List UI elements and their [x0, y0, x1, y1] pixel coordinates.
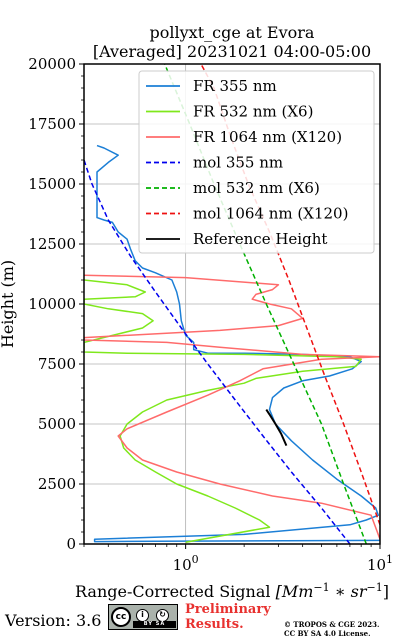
x-axis-label-suffix: ]: [383, 582, 389, 601]
legend-label: Reference Height: [193, 230, 327, 248]
series-line-fr-532-nm-x6: [84, 279, 362, 544]
legend-label: mol 1064 nm (X120): [193, 205, 348, 223]
series-line-mol-355-nm: [84, 159, 351, 544]
preliminary-line-2: Results.: [185, 617, 244, 632]
y-tick-label: 0: [66, 535, 76, 553]
x-axis-label-mid: ∗ sr: [330, 582, 368, 601]
y-tick-label: 20000: [28, 55, 76, 73]
copyright-line-2: CC BY SA 4.0 License.: [284, 629, 371, 638]
series-line-reference-height: [265, 409, 288, 447]
y-tick-label: 15000: [28, 175, 76, 193]
chart-subtitle: [Averaged] 20231021 04:00-05:00: [93, 42, 371, 61]
y-tick-label: 2500: [38, 475, 76, 493]
y-tick-label: 10000: [28, 295, 76, 313]
legend: FR 355 nm FR 532 nm (X6) FR 1064 nm (X120)…: [138, 70, 375, 254]
x-axis-label-exp1: −1: [313, 581, 329, 594]
series-line-fr-1064-nm-x120: [84, 274, 380, 540]
y-tick-label: 7500: [38, 355, 76, 373]
version-label: Version: 3.6: [5, 611, 102, 630]
axis-ticks: 0 2500 5000 7500 10000 12500 15000 17500 20000 10…: [28, 55, 393, 574]
x-tick-label: 101: [367, 553, 393, 574]
y-tick-label: 12500: [28, 235, 76, 253]
y-tick-label: 17500: [28, 115, 76, 133]
chart-title: pollyxt_cge at Evora: [150, 23, 315, 42]
copyright-line-1: © TROPOS & CGE 2023.: [284, 620, 380, 629]
legend-label: mol 355 nm: [193, 154, 283, 172]
preliminary-line-1: Preliminary: [185, 602, 271, 617]
x-axis-label-exp2: −1: [367, 581, 383, 594]
y-tick-label: 5000: [38, 415, 76, 433]
x-tick-label: 100: [173, 553, 199, 574]
x-axis-label-prefix: Range-Corrected Signal: [75, 582, 276, 601]
x-axis-label: Range-Corrected Signal [Mm−1 ∗ sr−1]: [75, 581, 389, 601]
cc-icon: cc: [111, 607, 131, 627]
license-strip: BY SA: [133, 621, 176, 628]
legend-box: [138, 70, 375, 254]
cc-license-badge[interactable]: cc i ↻ BY SA: [108, 604, 178, 630]
license-sa: SA: [155, 621, 166, 627]
copyright-notice: © TROPOS & CGE 2023. CC BY SA 4.0 Licens…: [284, 620, 379, 638]
legend-label: FR 532 nm (X6): [193, 103, 313, 121]
y-axis-label: Height (m): [0, 260, 17, 348]
preliminary-notice: Preliminary Results.: [185, 602, 271, 632]
series-line-fr-355-nm: [93, 144, 380, 543]
legend-label: FR 1064 nm (X120): [193, 128, 342, 146]
license-by: BY: [143, 621, 153, 627]
legend-label: FR 355 nm: [193, 77, 277, 95]
x-axis-label-expr: [Mm: [276, 582, 314, 601]
legend-label: mol 532 nm (X6): [193, 179, 320, 197]
